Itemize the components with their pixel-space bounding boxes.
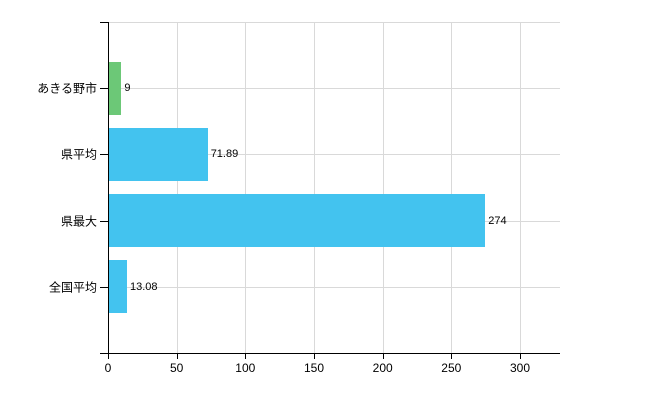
gridline-horizontal-0: [108, 88, 560, 89]
category-label-3: 全国平均: [48, 280, 97, 295]
bar-0: [109, 62, 122, 115]
gridline-vertical-300: [520, 22, 521, 353]
gridline-vertical-100: [245, 22, 247, 353]
category-label-0: あきる野市: [37, 81, 97, 96]
gridline-horizontal-3: [108, 287, 560, 288]
x-tick-label-0: 0: [104, 361, 112, 375]
x-tick-300: [520, 353, 521, 359]
value-label-0: 9: [124, 82, 131, 95]
x-tick-label-50: 50: [170, 361, 184, 375]
category-label-1: 県平均: [60, 147, 97, 162]
x-tick-250: [451, 353, 453, 359]
y-axis-top-tick: [100, 22, 108, 23]
x-tick-label-300: 300: [509, 361, 531, 375]
x-tick-0: [108, 353, 109, 359]
x-tick-50: [176, 353, 178, 359]
value-label-3: 13.08: [130, 280, 158, 293]
x-tick-100: [245, 353, 247, 359]
category-label-2: 県最大: [60, 214, 97, 229]
category-tick-3: [100, 287, 108, 288]
bar-3: [109, 260, 127, 313]
x-tick-200: [382, 353, 384, 359]
category-tick-1: [100, 154, 108, 155]
gridline-vertical-50: [176, 22, 178, 353]
x-tick-label-150: 150: [303, 361, 325, 375]
category-tick-2: [100, 221, 108, 222]
bar-1: [109, 128, 208, 181]
category-tick-0: [100, 88, 108, 89]
x-axis-line: [100, 353, 560, 354]
gridline-vertical-200: [382, 22, 384, 353]
x-tick-label-250: 250: [441, 361, 462, 375]
value-label-1: 71.89: [210, 148, 239, 161]
gridline-vertical-150: [314, 22, 315, 353]
bar-2: [109, 194, 486, 247]
x-tick-150: [314, 353, 315, 359]
x-tick-label-200: 200: [372, 361, 393, 375]
y-axis-line: [108, 22, 109, 359]
plot-top-border: [108, 22, 560, 23]
gridline-horizontal-1: [108, 154, 560, 155]
value-label-2: 274: [488, 214, 507, 227]
gridline-vertical-250: [451, 22, 453, 353]
x-tick-label-100: 100: [235, 361, 256, 375]
